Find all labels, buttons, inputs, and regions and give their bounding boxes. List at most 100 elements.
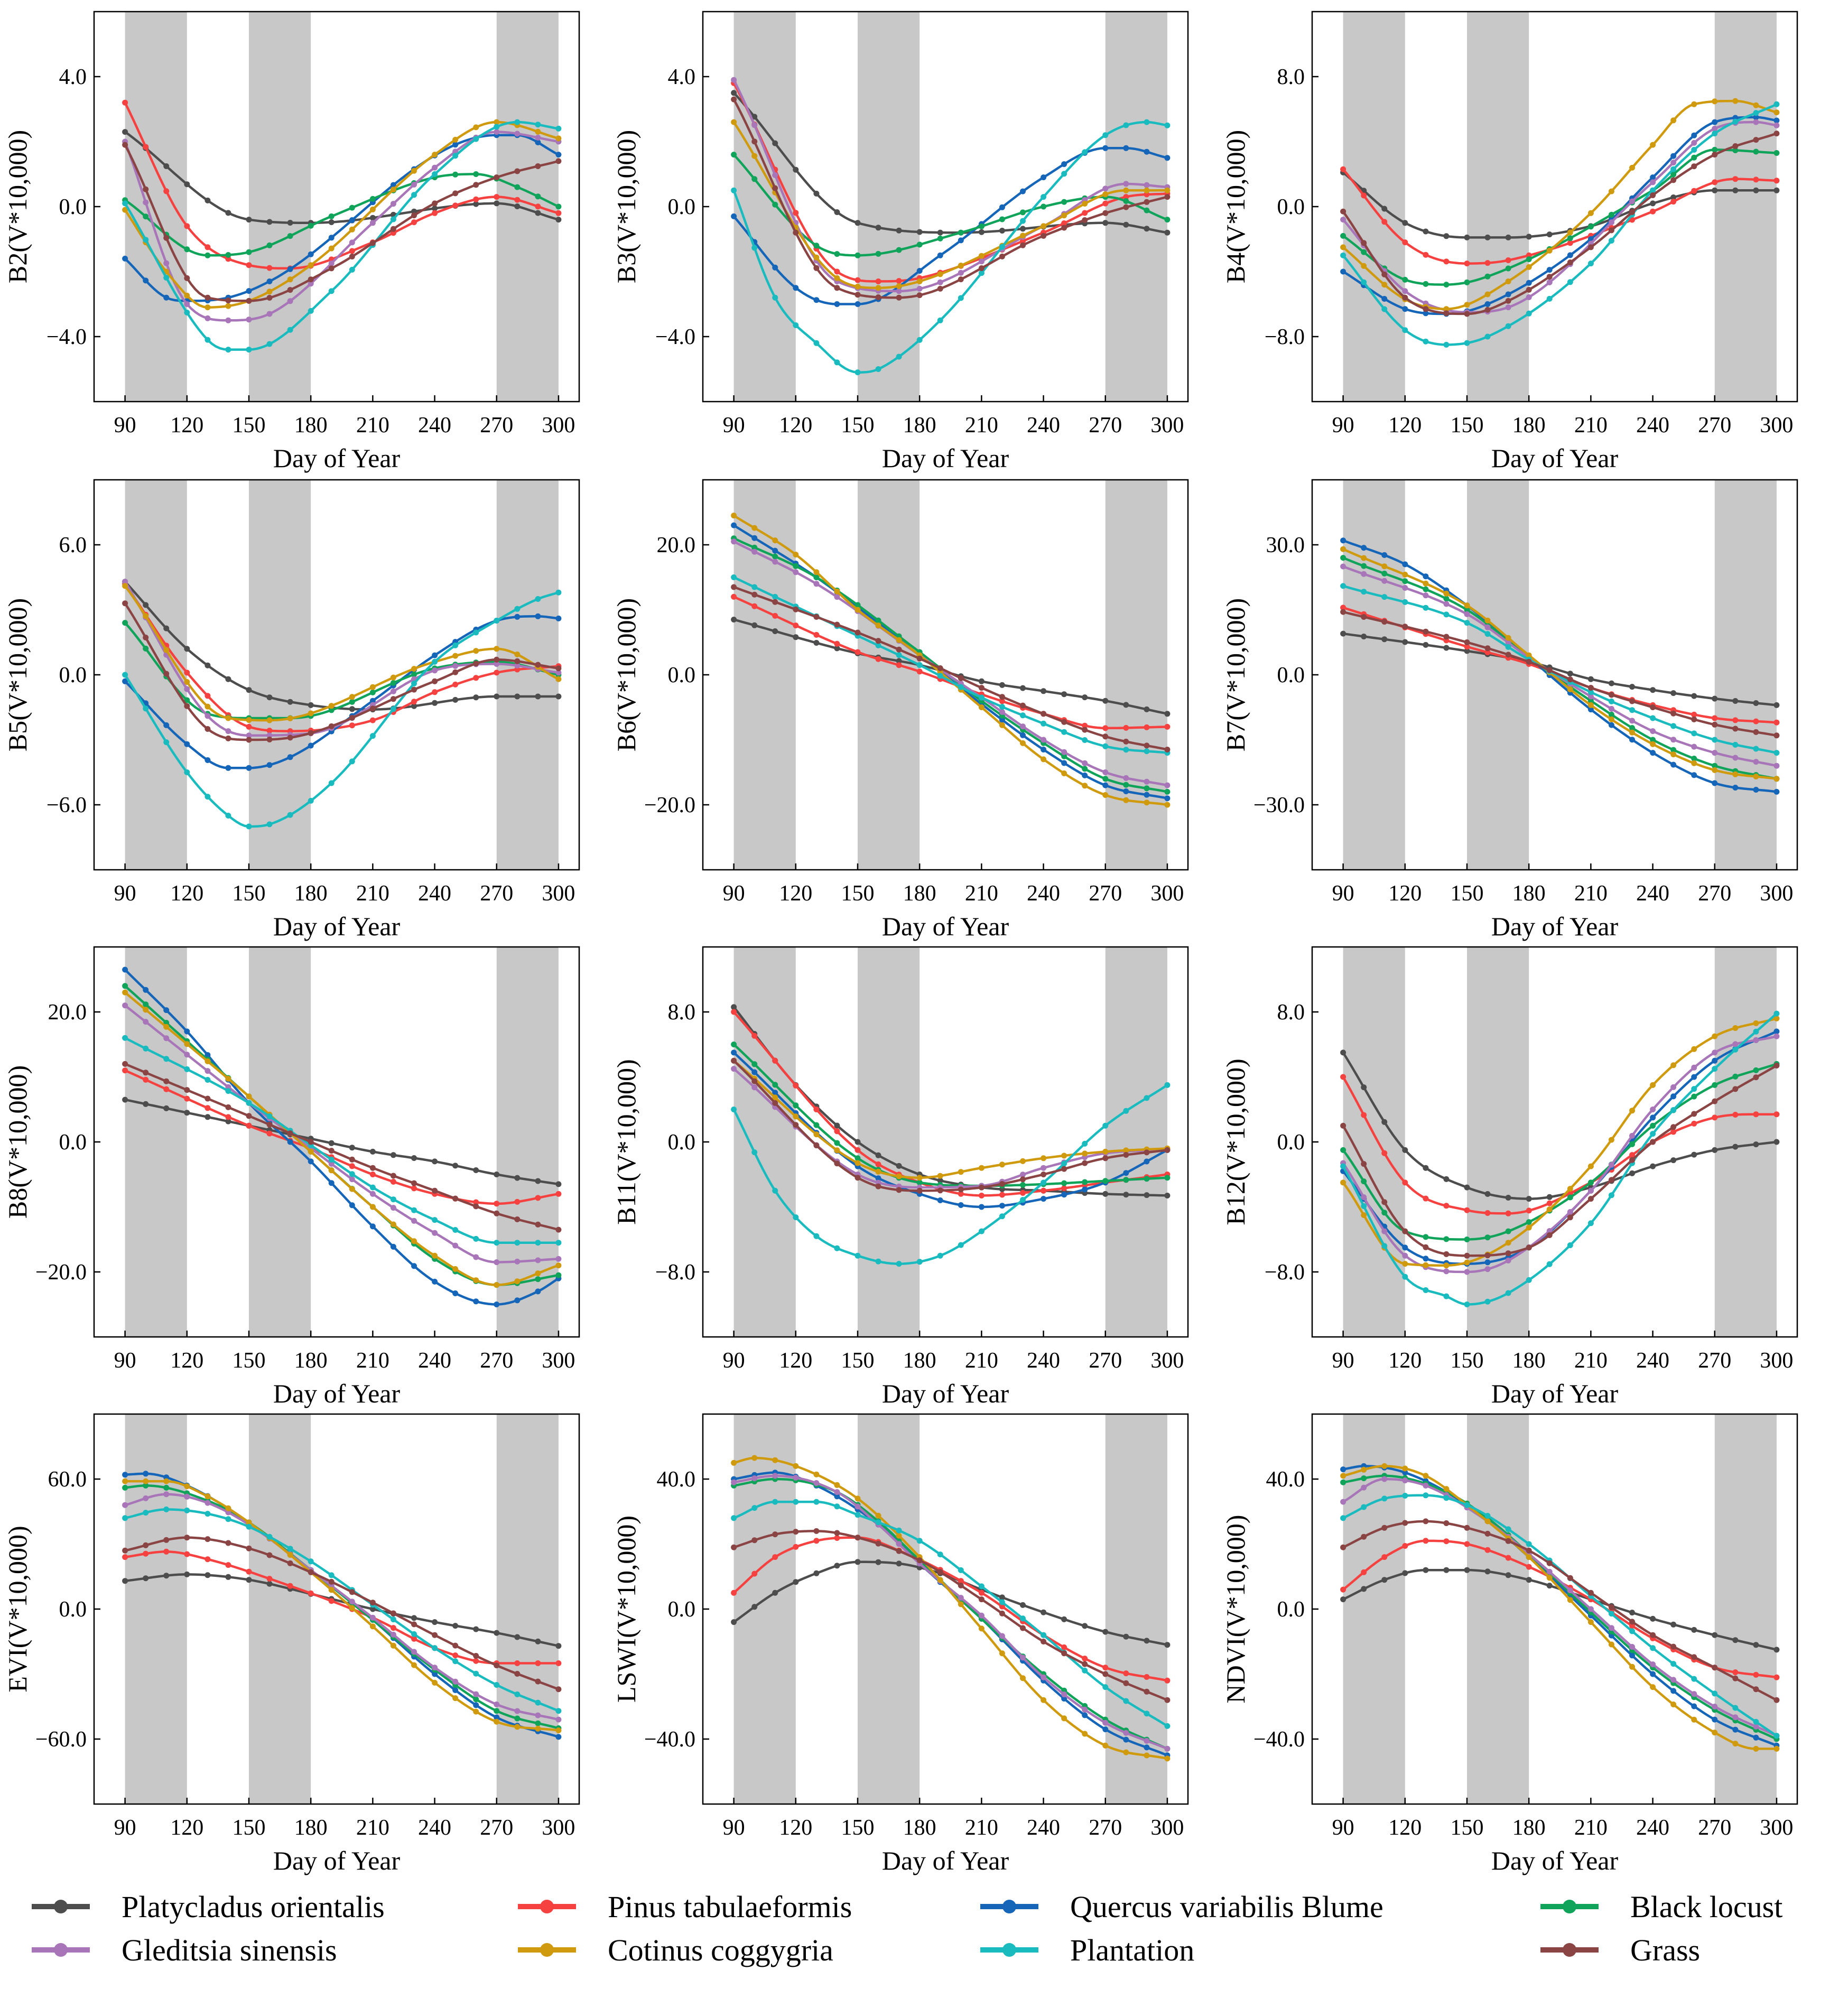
data-point xyxy=(246,1093,252,1100)
data-point xyxy=(999,216,1005,222)
data-point xyxy=(143,1575,149,1582)
series-cotinus-coggygria xyxy=(1340,1463,1780,1752)
data-point xyxy=(1670,1107,1677,1113)
data-point xyxy=(751,114,758,120)
data-point xyxy=(328,1598,335,1604)
y-tick-label: −4.0 xyxy=(47,325,87,349)
data-point xyxy=(1340,244,1346,250)
data-point xyxy=(1567,1209,1573,1215)
data-point xyxy=(751,535,758,541)
data-point xyxy=(1526,1564,1532,1570)
data-point xyxy=(411,181,417,188)
data-point xyxy=(1381,1476,1388,1482)
data-point xyxy=(432,1217,438,1223)
data-point xyxy=(1464,1541,1470,1547)
legend-marker-pinus-tabulaeformis xyxy=(540,1900,554,1913)
data-point xyxy=(1650,1139,1656,1145)
data-point xyxy=(535,1221,541,1228)
data-point xyxy=(1505,652,1511,658)
data-point xyxy=(1608,680,1614,686)
data-point xyxy=(1144,724,1150,730)
data-point xyxy=(205,757,211,763)
data-point xyxy=(369,1223,376,1230)
series-line xyxy=(125,1550,559,1665)
data-point xyxy=(1340,1596,1346,1603)
data-point xyxy=(163,1078,170,1084)
x-tick-label: 300 xyxy=(1760,881,1793,906)
data-point xyxy=(143,1045,149,1052)
data-point xyxy=(1041,737,1047,743)
data-point xyxy=(731,593,737,600)
data-point xyxy=(1732,118,1739,125)
data-point xyxy=(432,667,438,674)
data-point xyxy=(143,213,149,220)
y-tick-label: 0.0 xyxy=(1277,1130,1305,1155)
data-point xyxy=(772,1590,778,1596)
data-point xyxy=(1041,233,1047,239)
data-point xyxy=(1650,192,1656,198)
data-point xyxy=(937,317,943,323)
data-point xyxy=(1629,725,1635,731)
data-point xyxy=(1773,1111,1780,1118)
series-black-locust xyxy=(731,1042,1171,1189)
data-point xyxy=(1464,648,1470,654)
data-point xyxy=(978,1193,985,1198)
legend-marker-quercus-variabilis xyxy=(1002,1900,1016,1913)
data-point xyxy=(143,1076,149,1083)
data-point xyxy=(937,252,943,258)
data-point xyxy=(1464,639,1470,645)
data-point xyxy=(411,1217,417,1224)
data-point xyxy=(1670,199,1677,205)
data-point xyxy=(494,1259,500,1266)
data-point xyxy=(999,1181,1005,1187)
data-point xyxy=(875,1161,881,1167)
data-point xyxy=(896,1261,902,1267)
data-point xyxy=(813,297,820,303)
data-point xyxy=(1712,1066,1718,1072)
data-point xyxy=(834,1493,840,1500)
series-line xyxy=(1342,1477,1777,1737)
x-tick-label: 270 xyxy=(1698,1349,1731,1373)
data-point xyxy=(1753,1642,1759,1648)
data-point xyxy=(1123,1670,1129,1677)
data-point xyxy=(1670,723,1677,729)
data-point xyxy=(855,1503,861,1510)
data-point xyxy=(1164,217,1171,223)
data-point xyxy=(411,671,417,677)
x-axis-label: Day of Year xyxy=(882,443,1009,473)
data-point xyxy=(1650,1114,1656,1121)
data-point xyxy=(1340,605,1346,611)
data-point xyxy=(1712,1690,1718,1697)
data-point xyxy=(1164,1697,1171,1703)
data-point xyxy=(1423,1262,1429,1268)
data-point xyxy=(555,670,562,676)
data-point xyxy=(896,1173,902,1179)
data-point xyxy=(1340,166,1346,172)
data-point xyxy=(1773,1063,1780,1068)
data-point xyxy=(1340,630,1346,637)
data-point xyxy=(1423,1287,1429,1293)
data-point xyxy=(958,1186,964,1193)
data-point xyxy=(772,1082,778,1088)
data-point xyxy=(1361,1212,1367,1218)
data-point xyxy=(1546,1261,1553,1267)
data-point xyxy=(978,1165,985,1171)
data-point xyxy=(1443,1520,1450,1526)
data-point xyxy=(1629,737,1635,743)
shaded-period-2 xyxy=(496,1414,559,1804)
data-point xyxy=(855,283,861,290)
data-point xyxy=(1712,125,1718,132)
data-point xyxy=(514,197,521,203)
data-point xyxy=(473,1235,479,1242)
series-cotinus-coggygria xyxy=(731,119,1171,291)
data-point xyxy=(1340,537,1346,544)
data-point xyxy=(1567,240,1573,246)
data-point xyxy=(1650,687,1656,693)
data-point xyxy=(1102,132,1109,138)
x-tick-label: 240 xyxy=(418,413,451,438)
data-point xyxy=(772,201,778,208)
series-line xyxy=(124,144,559,302)
shaded-period-0 xyxy=(125,947,187,1337)
data-point xyxy=(452,1195,459,1202)
data-point xyxy=(1102,1122,1109,1129)
